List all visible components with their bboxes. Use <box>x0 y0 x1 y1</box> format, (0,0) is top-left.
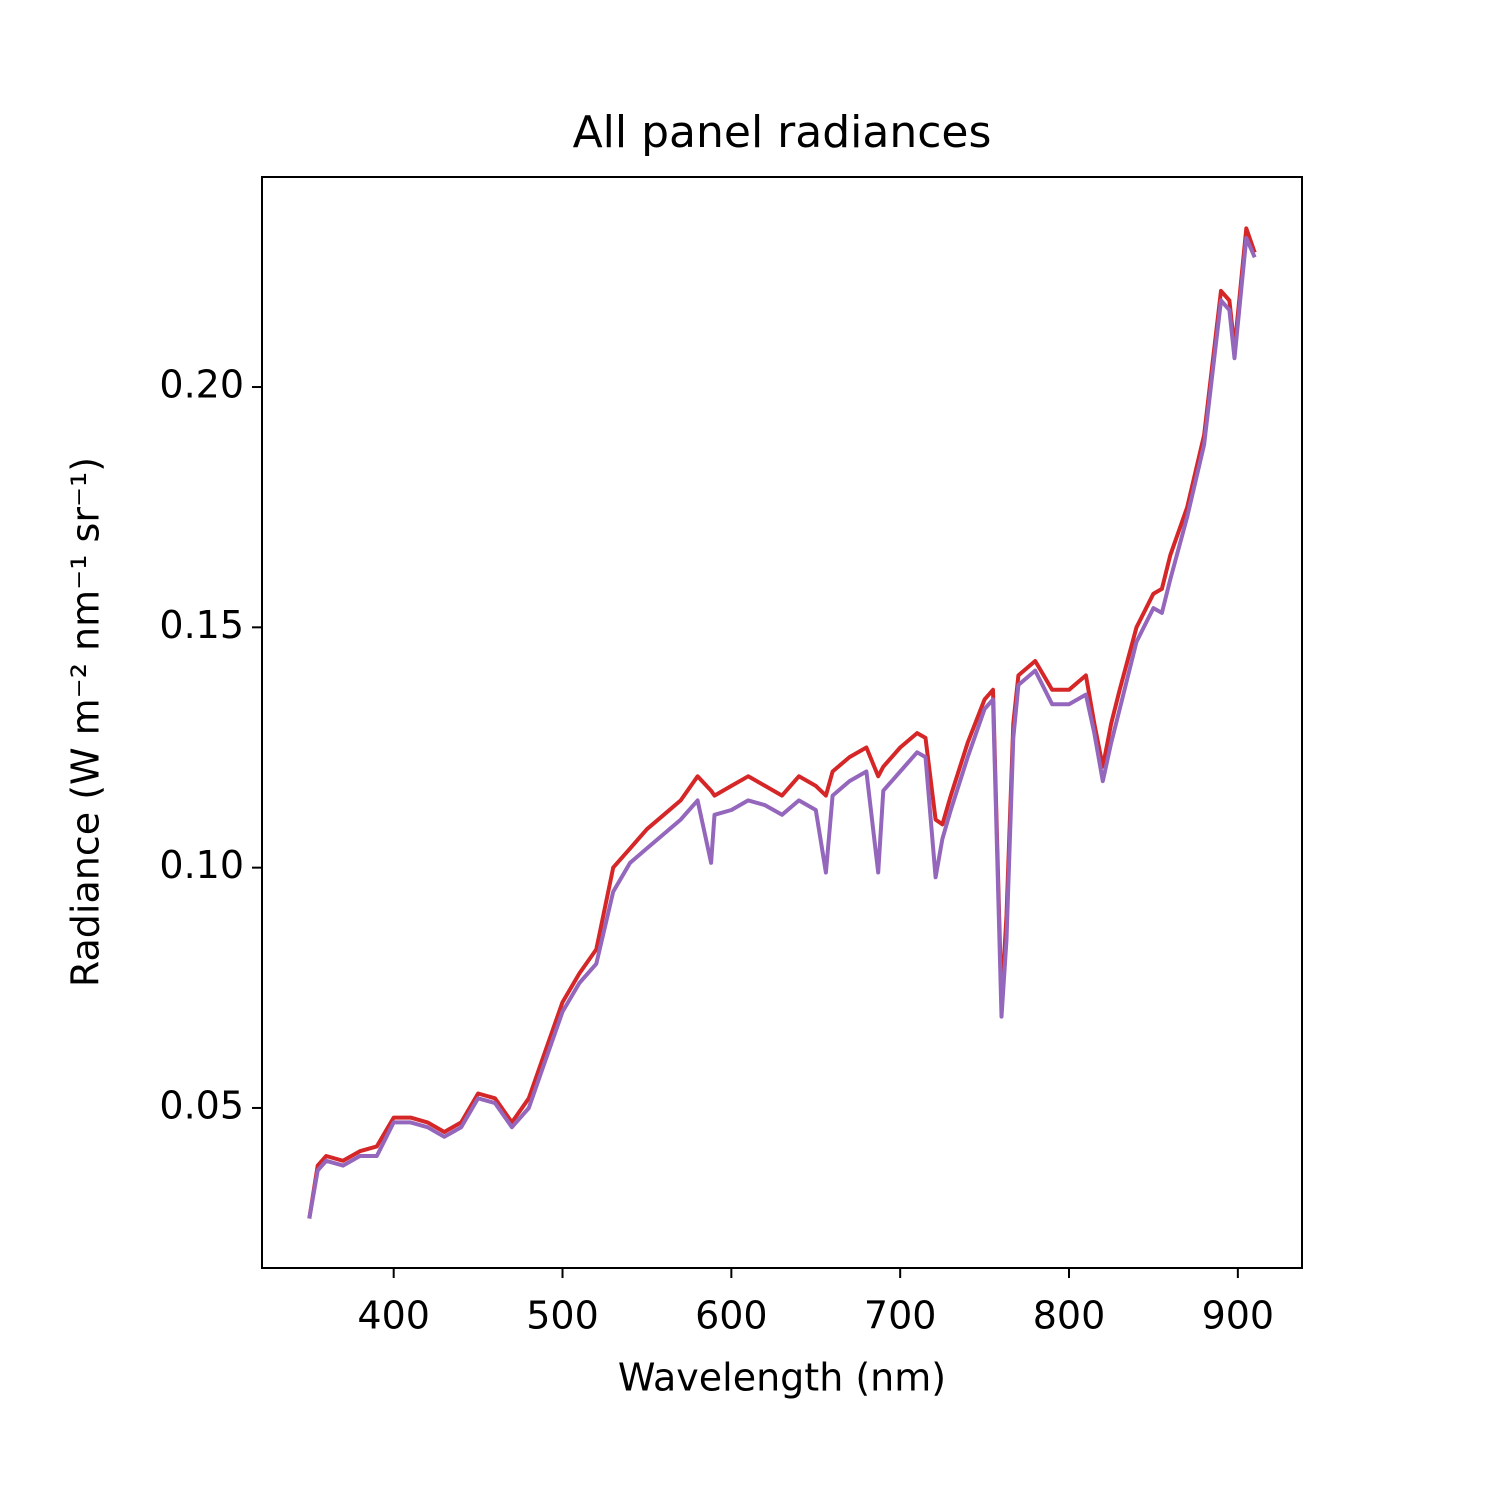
y-tick-label: 0.05 <box>159 1083 244 1127</box>
x-tick-label: 600 <box>695 1294 768 1338</box>
x-tick-label: 800 <box>1033 1294 1106 1338</box>
series-line <box>307 226 1257 1219</box>
chart-title: All panel radiances <box>573 107 992 158</box>
y-axis-label: Radiance (W m⁻² nm⁻¹ sr⁻¹) <box>64 457 108 987</box>
x-tick-label: 500 <box>526 1294 599 1338</box>
x-tick-label: 900 <box>1202 1294 1275 1338</box>
y-tick-label: 0.10 <box>159 843 244 887</box>
y-tick-label: 0.20 <box>159 363 244 407</box>
plot-frame <box>261 176 1303 1269</box>
x-tick-label: 700 <box>864 1294 937 1338</box>
x-tick-label: 400 <box>357 1294 430 1338</box>
x-axis-label: Wavelength (nm) <box>618 1356 946 1400</box>
series-line <box>307 236 1257 1219</box>
y-tick-label: 0.15 <box>159 603 244 647</box>
